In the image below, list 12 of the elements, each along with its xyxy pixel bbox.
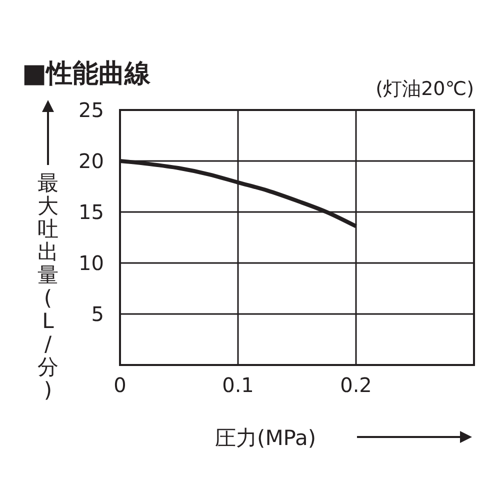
x-tick-label: 0.1 bbox=[222, 373, 254, 397]
chart-subtitle: (灯油20℃) bbox=[376, 78, 474, 100]
x-tick-label: 0.2 bbox=[340, 373, 372, 397]
y-tick-label: 15 bbox=[78, 200, 104, 224]
y-tick-label: 10 bbox=[78, 251, 104, 275]
x-axis-title: 圧力(MPa) bbox=[215, 426, 316, 450]
y-tick-label: 25 bbox=[78, 98, 104, 122]
y-tick-label: 20 bbox=[78, 149, 104, 173]
text: 最大吐出量(L/分) bbox=[38, 171, 58, 402]
x-tick-label: 0 bbox=[114, 373, 126, 397]
y-tick-label: 5 bbox=[91, 302, 104, 326]
chart-title: ■性能曲線 bbox=[22, 59, 152, 89]
